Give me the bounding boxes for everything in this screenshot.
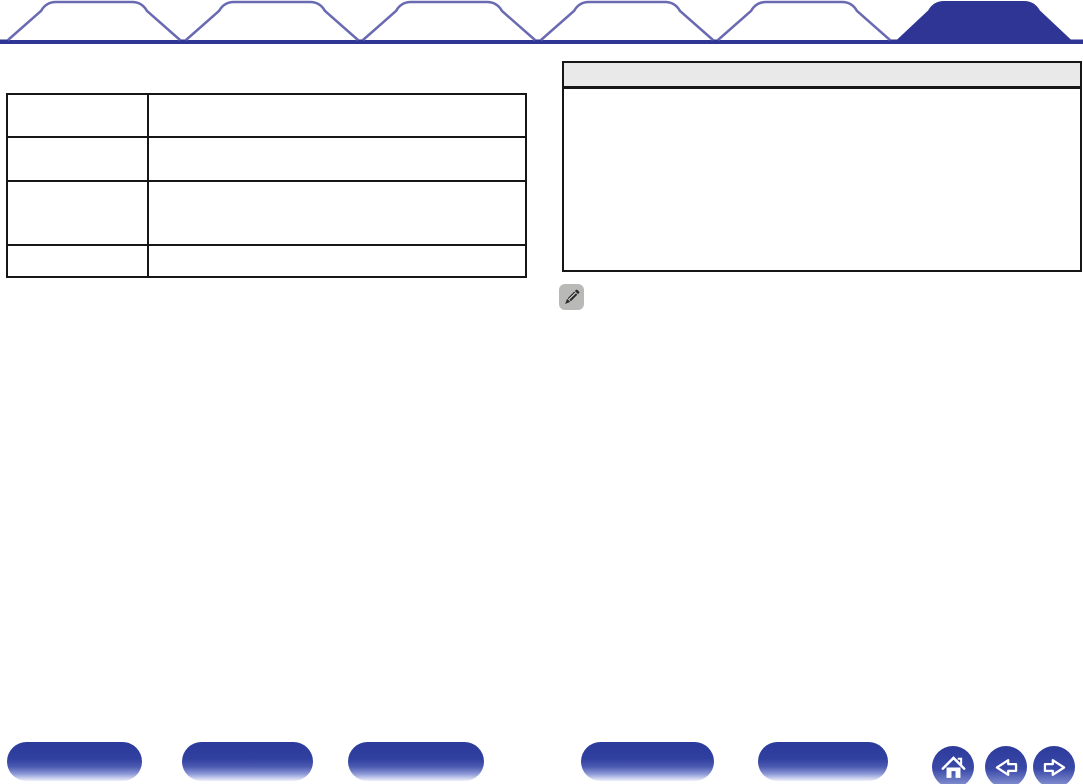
- bottom-nav-button-5[interactable]: [758, 742, 888, 781]
- table-cell: [8, 182, 149, 246]
- tab-5[interactable]: [717, 0, 891, 41]
- arrow-right-icon: [1043, 758, 1065, 776]
- bottom-nav-button-1[interactable]: [7, 742, 142, 781]
- info-panel-header: [564, 63, 1080, 89]
- table-cell: [8, 95, 149, 138]
- tab-1[interactable]: [7, 0, 181, 41]
- table-cell: [149, 95, 525, 138]
- pencil-icon: [565, 289, 580, 304]
- back-button[interactable]: [985, 746, 1027, 784]
- tab-3[interactable]: [362, 0, 536, 41]
- home-button[interactable]: [932, 746, 974, 784]
- table-cell: [149, 182, 525, 246]
- info-panel-body: [564, 89, 1080, 267]
- tab-bar: [0, 0, 1083, 44]
- table-cell: [149, 138, 525, 182]
- table-cell: [8, 138, 149, 182]
- arrow-left-icon: [995, 758, 1017, 776]
- tab-bar-baseline: [0, 39, 1083, 44]
- spec-table: [6, 93, 527, 278]
- table-cell: [8, 246, 149, 276]
- tab-2[interactable]: [185, 0, 359, 41]
- home-icon: [941, 755, 965, 778]
- tab-6-active[interactable]: [893, 1, 1075, 43]
- forward-button[interactable]: [1033, 746, 1075, 784]
- info-panel: [562, 61, 1082, 272]
- bottom-nav-button-2[interactable]: [182, 742, 313, 781]
- note-badge: [559, 284, 584, 310]
- bottom-nav-button-4[interactable]: [581, 742, 714, 781]
- bottom-nav-button-3[interactable]: [348, 742, 484, 781]
- table-cell: [149, 246, 525, 276]
- tab-4[interactable]: [540, 0, 714, 41]
